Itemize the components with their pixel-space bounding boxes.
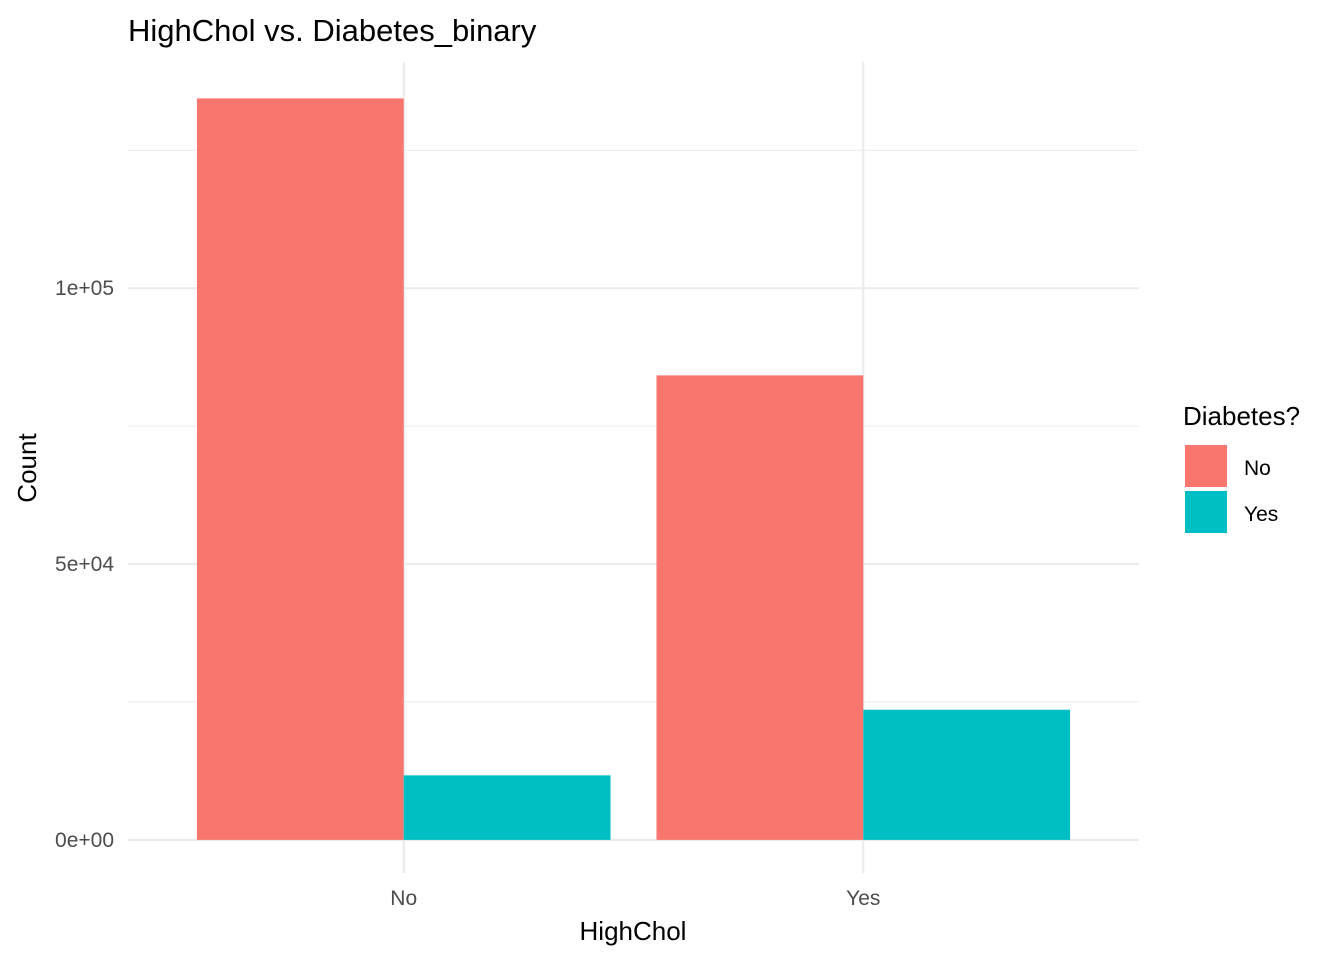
x-tick-label: Yes bbox=[846, 887, 880, 910]
y-tick-label: 0e+00 bbox=[55, 829, 114, 852]
bar-no-yes bbox=[403, 775, 611, 840]
legend-title: Diabetes? bbox=[1183, 401, 1300, 431]
legend-label-no: No bbox=[1244, 457, 1271, 480]
chart-title: HighChol vs. Diabetes_binary bbox=[128, 13, 537, 48]
x-tick-label: No bbox=[390, 887, 417, 910]
x-axis-title: HighChol bbox=[580, 916, 687, 946]
y-axis-title: Count bbox=[12, 433, 42, 503]
legend-key-no bbox=[1185, 445, 1227, 487]
bar-yes-no bbox=[656, 375, 864, 840]
legend: Diabetes? No Yes bbox=[1183, 401, 1300, 533]
axes: 0e+00 5e+04 1e+05 No Yes bbox=[55, 277, 880, 910]
y-tick-label: 1e+05 bbox=[55, 277, 114, 300]
y-tick-label: 5e+04 bbox=[55, 553, 114, 576]
bar-yes-yes bbox=[863, 709, 1071, 840]
legend-label-yes: Yes bbox=[1244, 503, 1278, 526]
legend-key-yes bbox=[1185, 491, 1227, 533]
bars bbox=[196, 98, 1071, 840]
bar-no-no bbox=[196, 98, 404, 840]
